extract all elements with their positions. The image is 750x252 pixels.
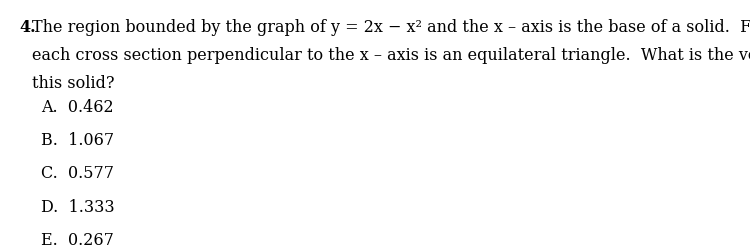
Text: A.  0.462: A. 0.462 [41, 99, 114, 116]
Text: B.  1.067: B. 1.067 [41, 132, 115, 149]
Text: The region bounded by the graph of y = 2x − x² and the x – axis is the base of a: The region bounded by the graph of y = 2… [32, 18, 750, 35]
Text: D.  1.333: D. 1.333 [41, 198, 115, 215]
Text: E.  0.267: E. 0.267 [41, 231, 114, 248]
Text: each cross section perpendicular to the x – axis is an equilateral triangle.  Wh: each cross section perpendicular to the … [32, 47, 750, 64]
Text: this solid?: this solid? [32, 75, 115, 91]
Text: C.  0.577: C. 0.577 [41, 165, 114, 182]
Text: 4.: 4. [20, 18, 36, 35]
